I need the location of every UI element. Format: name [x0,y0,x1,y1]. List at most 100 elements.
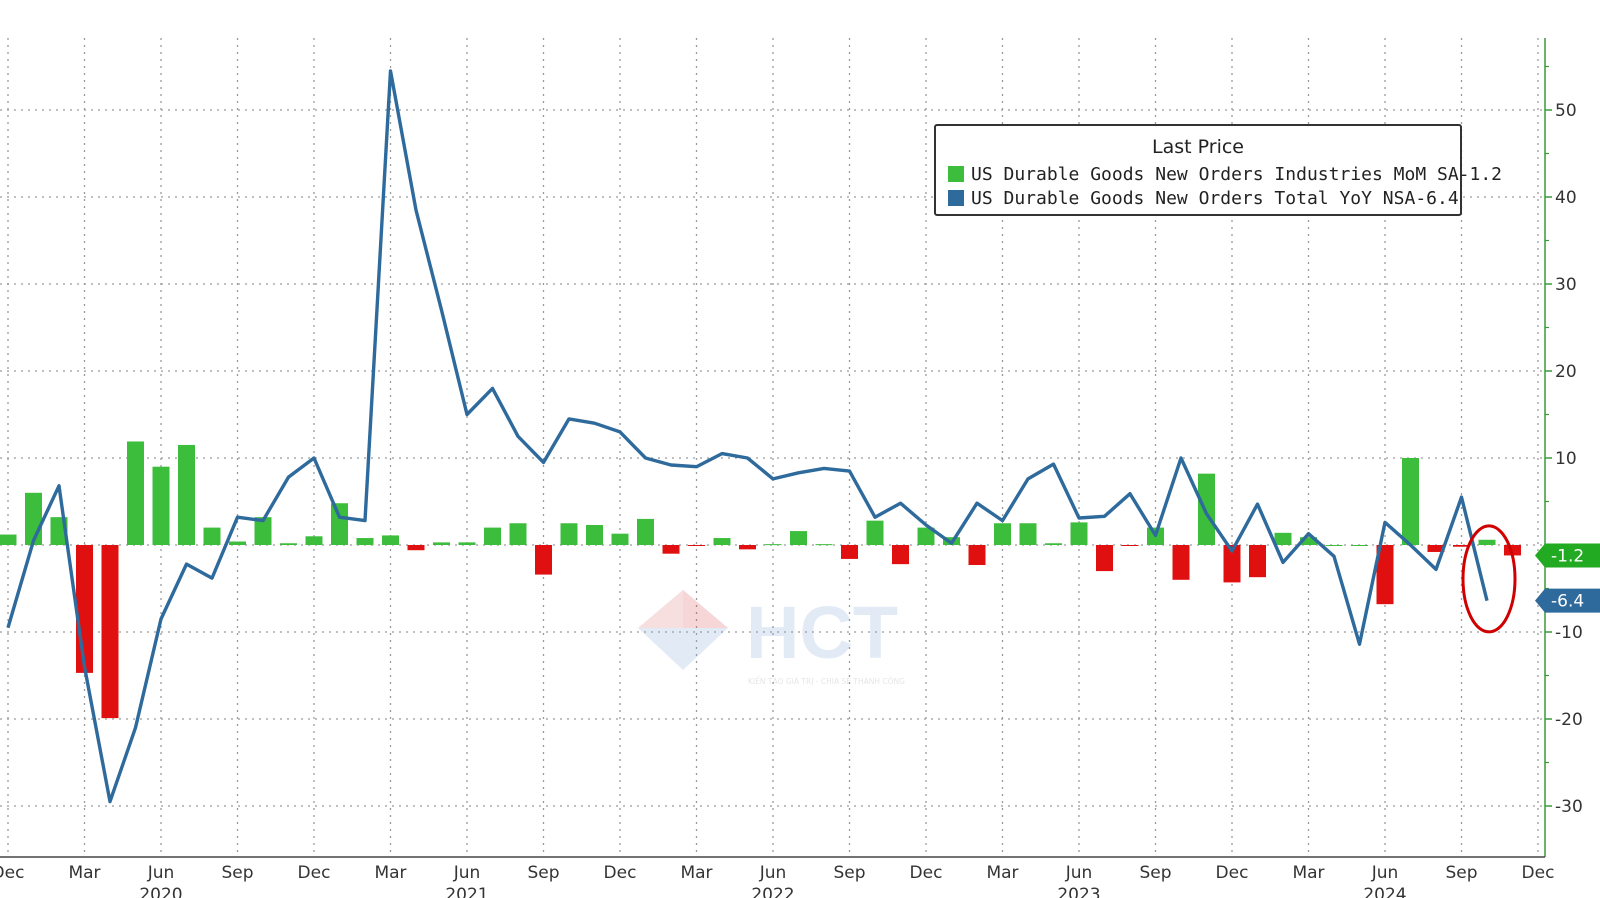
x-year-label: 2020 [139,885,182,898]
bar-mom-55 [1402,458,1419,545]
x-tick-label: Sep [1445,863,1477,883]
x-tick-label: Dec [1522,863,1555,883]
y-tick-label: -30 [1555,797,1583,817]
legend-label-mom: US Durable Goods New Orders Industries M… [971,163,1459,185]
x-tick-label: Dec [0,863,24,883]
x-axis: Dec Mar Jun Sep Dec Mar Jun Sep Dec Mar Jun Sep Dec M… [0,856,1555,898]
x-year-label: 2022 [751,885,794,898]
y-axis: 50 40 30 20 10 -10 -20 -30 -1.2 -6.4 [1535,38,1600,857]
y-tick-label: 30 [1555,275,1577,295]
x-year-label: 2024 [1363,885,1406,898]
bar-mom-23 [586,524,603,545]
bar-mom-5 [127,441,144,545]
x-tick-label: Mar [68,863,100,883]
bar-mom-9 [229,541,246,545]
y-tick-label: 20 [1555,362,1577,382]
y-tick-label: 50 [1555,101,1577,121]
y-tick-label: 40 [1555,188,1577,208]
x-tick-label: Dec [298,863,331,883]
yoy-line-layer [6,69,1489,804]
x-tick-label: Sep [1139,863,1171,883]
bar-mom-44 [1121,545,1139,546]
bar-mom-11 [280,543,297,545]
bar-mom-14 [356,538,374,545]
x-year-label: 2021 [445,885,488,898]
bar-mom-47 [1198,473,1215,545]
bar-mom-19 [484,527,501,545]
bar-mom-4 [101,545,119,719]
bar-mom-18 [458,542,476,545]
line-yoy [6,69,1489,804]
legend-swatch-green-icon [948,166,964,182]
bar-mom-30 [764,544,782,546]
bar-mom-59 [1504,545,1521,556]
legend-label-yoy: US Durable Goods New Orders Total YoY NS… [971,187,1416,209]
annotations [1461,524,1517,634]
bar-mom-12 [305,536,323,545]
bar-mom-26 [662,545,680,554]
bar-mom-58 [1478,539,1496,545]
y-tick-label: 10 [1555,449,1577,469]
x-tick-label: Mar [680,863,712,883]
bar-mom-51 [1300,537,1317,545]
x-tick-label: Sep [527,863,559,883]
bar-mom-57 [1453,545,1470,547]
last-value-label-yoy: -6.4 [1551,592,1584,612]
bar-mom-17 [433,542,450,545]
x-tick-label: Jun [1065,863,1093,883]
bar-mom-3 [76,545,93,673]
bar-mom-43 [1096,545,1113,572]
bar-mom-48 [1223,545,1241,583]
legend-entry-mom: US Durable Goods New Orders Industries M… [948,162,1502,186]
hct-logo-icon: HCT KIẾN TẠO GIÁ TRỊ - CHIA SẺ THÀNH CÔN… [638,590,905,686]
bar-mom-35 [892,545,909,565]
bar-mom-42 [1070,522,1088,545]
bar-mom-46 [1172,545,1190,580]
x-year-label: 2023 [1057,885,1100,898]
bar-mom-49 [1249,545,1266,578]
bar-mom-16 [407,545,425,551]
hct-watermark: HCT KIẾN TẠO GIÁ TRỊ - CHIA SẺ THÀNH CÔN… [628,590,928,690]
x-tick-label: Jun [453,863,481,883]
last-value-label-mom-bg [1535,543,1600,568]
x-tick-label: Sep [833,863,865,883]
bar-mom-53 [1351,545,1368,546]
bar-mom-38 [968,545,986,566]
x-tick-label: Jun [1371,863,1399,883]
watermark-text: HCT [746,591,898,674]
x-tick-label: Dec [604,863,637,883]
bar-mom-39 [994,523,1011,545]
last-value-label-mom: -1.2 [1551,546,1584,566]
x-tick-label: Dec [910,863,943,883]
bar-mom-31 [790,531,807,545]
bar-mom-28 [713,538,731,545]
legend-swatch-blue-icon [948,190,964,206]
bar-mom-25 [637,518,654,545]
bar-mom-15 [382,535,399,545]
bar-mom-33 [841,545,858,559]
bar-mom-40 [1019,523,1037,545]
bar-mom-50 [1274,532,1292,545]
bar-mom-34 [866,520,884,545]
y-tick-label: -10 [1555,623,1583,643]
legend-value-yoy: -6.4 [1415,187,1459,209]
bar-mom-21 [535,545,552,575]
bar-mom-24 [611,533,629,545]
highlight-circle [1461,524,1517,634]
x-tick-label: Mar [374,863,406,883]
x-tick-label: Sep [221,863,253,883]
x-tick-label: Jun [147,863,175,883]
x-tick-label: Dec [1216,863,1249,883]
bar-mom-8 [203,527,221,545]
legend-value-mom: -1.2 [1458,163,1503,185]
bar-mom-56 [1427,545,1445,552]
bar-mom-10 [254,517,272,545]
legend: Last Price US Durable Goods New Orders I… [934,124,1502,216]
x-tick-label: Mar [986,863,1018,883]
bar-mom-32 [815,544,833,546]
watermark-tagline: KIẾN TẠO GIÁ TRỊ - CHIA SẺ THÀNH CÔNG [748,676,905,686]
bar-mom-20 [509,523,527,545]
mom-bars [0,441,1521,719]
y-tick-label: -20 [1555,710,1583,730]
